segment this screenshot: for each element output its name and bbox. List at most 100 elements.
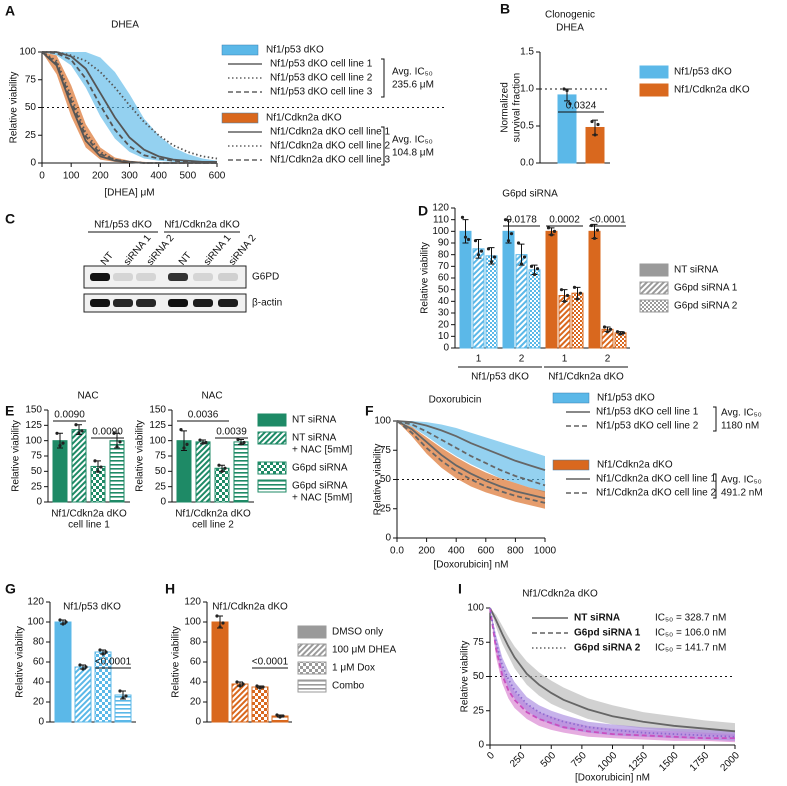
y-tick-label: 120 xyxy=(432,203,449,214)
data-point xyxy=(98,648,102,652)
data-point xyxy=(198,438,202,442)
data-point xyxy=(217,463,221,467)
curve xyxy=(396,420,546,504)
y-tick-label: 75 xyxy=(25,74,37,85)
data-point xyxy=(535,267,540,271)
y-tick-label: 100 xyxy=(184,617,201,628)
data-point xyxy=(592,236,597,240)
x-tick-label: 0.0 xyxy=(390,546,404,557)
legend-label: + NAC [5mM] xyxy=(292,493,353,504)
bar xyxy=(485,255,498,349)
panel-label: B xyxy=(500,1,510,17)
panel-label: D xyxy=(418,203,428,219)
data-point xyxy=(572,285,577,289)
data-point xyxy=(516,241,521,245)
legend-label: Nf1/p53 dKO xyxy=(674,67,732,78)
y-tick-label: 0.5 xyxy=(520,121,534,132)
legend-swatch xyxy=(552,459,590,471)
data-point xyxy=(602,325,607,329)
data-point xyxy=(78,663,82,667)
blot-lane-label: siRNA 2 xyxy=(227,233,259,268)
legend-bracket xyxy=(713,406,717,432)
y-axis-label: Relative viability xyxy=(135,420,146,492)
data-point xyxy=(74,423,78,427)
data-point xyxy=(466,237,471,242)
data-point xyxy=(590,119,594,124)
y-tick-label: 50 xyxy=(155,466,167,477)
panel-label: A xyxy=(5,3,15,19)
data-point xyxy=(562,299,567,303)
data-point xyxy=(61,622,65,626)
legend-label: G6pd siRNA 1 xyxy=(674,283,738,294)
data-point xyxy=(221,621,225,625)
bar xyxy=(528,269,541,349)
blot-band xyxy=(90,299,110,307)
data-point xyxy=(185,442,189,446)
data-point xyxy=(473,239,478,243)
blot-band xyxy=(136,273,156,281)
legend-note: Avg. IC₅₀ xyxy=(392,135,433,146)
legend-label: Nf1/p53 dKO xyxy=(266,45,324,56)
legend-swatch xyxy=(639,263,669,277)
legend-swatch xyxy=(221,112,259,124)
data-point xyxy=(61,441,65,445)
legend-label: G6pd siRNA xyxy=(292,463,348,474)
x-tick-label: 1 xyxy=(562,354,568,365)
x-tick-label: 750 xyxy=(569,750,589,770)
y-tick-label: 60 xyxy=(190,657,202,668)
y-tick-label: 100 xyxy=(149,435,166,446)
x-tick-label: 1500 xyxy=(657,750,681,774)
comparison-label: 0.0090 xyxy=(54,410,85,421)
legend-label: Nf1/Cdkn2a dKO cell line 2 xyxy=(270,141,391,152)
data-point xyxy=(179,428,183,432)
x-tick-label: 0 xyxy=(39,171,45,182)
panel-label: E xyxy=(5,403,14,419)
x-tick-label: 200 xyxy=(92,171,109,182)
x-tick-label: 800 xyxy=(507,546,524,557)
legend-bracket xyxy=(381,58,385,98)
legend-swatch xyxy=(257,431,287,445)
y-tick-label: 120 xyxy=(27,597,44,608)
y-tick-label: 50 xyxy=(25,102,37,113)
legend-swatch xyxy=(639,83,669,97)
chart-title: Nf1/Cdkn2a dKO xyxy=(522,589,598,600)
blot-band xyxy=(218,273,238,281)
legend-ic50: IC₅₀ = 328.7 nM xyxy=(655,613,726,624)
data-point xyxy=(81,667,85,671)
bar xyxy=(472,248,485,349)
x-axis-label: Nf1/Cdkn2a dKO xyxy=(175,509,251,520)
comparison-label: 0.0036 xyxy=(188,410,219,421)
data-point xyxy=(115,445,119,449)
y-tick-label: 110 xyxy=(433,214,449,225)
legend-label: NT siRNA xyxy=(574,613,620,624)
legend-swatch xyxy=(257,413,287,427)
legend-swatch xyxy=(297,643,327,657)
data-point xyxy=(509,232,514,236)
chart-title: Nf1/Cdkn2a dKO xyxy=(212,602,288,613)
data-point xyxy=(238,684,242,688)
confidence-band xyxy=(42,52,217,163)
data-point xyxy=(460,215,465,219)
legend-label: Nf1/p53 dKO cell line 2 xyxy=(270,73,373,84)
x-axis-label: cell line 2 xyxy=(192,520,234,531)
y-tick-label: 125 xyxy=(25,420,42,431)
legend-label: Nf1/Cdkn2a dKO cell line 3 xyxy=(270,155,391,166)
data-point xyxy=(121,696,125,700)
legend-label: Nf1/Cdkn2a dKO xyxy=(674,85,750,96)
bar xyxy=(214,467,230,503)
comparison-label: <0.0001 xyxy=(95,657,132,668)
panel-label: F xyxy=(365,403,374,419)
y-tick-label: 100 xyxy=(25,435,42,446)
data-point xyxy=(241,682,245,686)
group-label: Nf1/p53 dKO xyxy=(471,372,529,383)
data-point xyxy=(489,260,494,264)
data-point xyxy=(532,272,537,277)
data-point xyxy=(552,229,557,233)
blot-lane-label: NT xyxy=(177,250,194,267)
blot-band xyxy=(90,273,110,281)
data-point xyxy=(559,288,564,292)
y-tick-label: 50 xyxy=(473,671,485,682)
blot-group-label: Nf1/Cdkn2a dKO xyxy=(164,220,240,231)
legend-swatch xyxy=(257,479,287,493)
data-point xyxy=(118,440,122,444)
